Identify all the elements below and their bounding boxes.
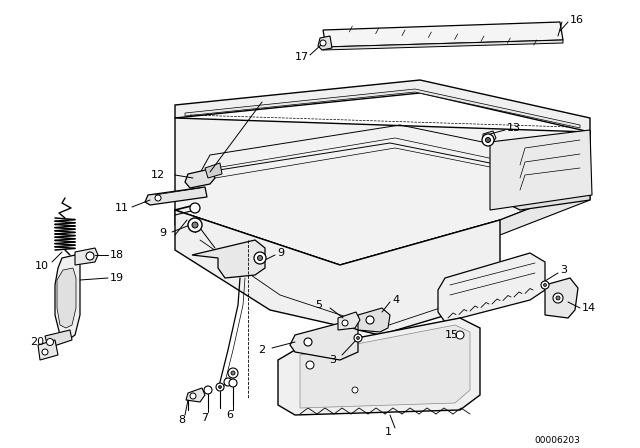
Text: 00006203: 00006203 [534, 435, 580, 444]
Circle shape [86, 252, 94, 260]
Circle shape [553, 293, 563, 303]
Polygon shape [55, 255, 80, 340]
Circle shape [224, 378, 232, 386]
Polygon shape [75, 248, 98, 265]
Polygon shape [175, 210, 500, 335]
Circle shape [228, 368, 238, 378]
Polygon shape [545, 278, 578, 318]
Text: 13: 13 [507, 123, 521, 133]
Circle shape [218, 385, 221, 388]
Circle shape [231, 371, 235, 375]
Circle shape [356, 336, 360, 340]
Text: 9: 9 [277, 248, 284, 258]
Polygon shape [490, 130, 592, 210]
Polygon shape [483, 131, 496, 145]
Text: 14: 14 [582, 303, 596, 313]
Polygon shape [57, 268, 76, 328]
Text: 17: 17 [295, 52, 309, 62]
Circle shape [190, 393, 196, 399]
Polygon shape [205, 163, 222, 178]
Circle shape [257, 255, 262, 260]
Polygon shape [175, 185, 590, 280]
Text: 15: 15 [445, 330, 459, 340]
Circle shape [320, 40, 326, 46]
Polygon shape [338, 312, 360, 330]
Circle shape [342, 320, 348, 326]
Text: 2: 2 [259, 345, 266, 355]
Polygon shape [185, 169, 215, 188]
Circle shape [304, 338, 312, 346]
Text: 12: 12 [151, 170, 165, 180]
Text: 18: 18 [110, 250, 124, 260]
Polygon shape [38, 340, 58, 360]
Polygon shape [45, 330, 72, 348]
Polygon shape [278, 318, 480, 415]
Polygon shape [175, 80, 590, 132]
Polygon shape [185, 89, 580, 128]
Circle shape [229, 379, 237, 387]
Polygon shape [290, 323, 358, 360]
Circle shape [204, 386, 212, 394]
Circle shape [47, 339, 54, 345]
Circle shape [482, 134, 494, 146]
Circle shape [354, 334, 362, 342]
Circle shape [486, 138, 490, 142]
Circle shape [42, 349, 48, 355]
Polygon shape [500, 132, 590, 210]
Circle shape [216, 383, 224, 391]
Polygon shape [438, 253, 545, 322]
Circle shape [543, 284, 547, 287]
Polygon shape [145, 187, 207, 205]
Text: 11: 11 [115, 203, 129, 213]
Polygon shape [318, 36, 332, 50]
Circle shape [556, 296, 560, 300]
Polygon shape [358, 308, 390, 332]
Circle shape [192, 222, 198, 228]
Circle shape [541, 281, 549, 289]
Text: 4: 4 [392, 295, 399, 305]
Text: 9: 9 [159, 228, 166, 238]
Circle shape [456, 331, 464, 339]
Text: 16: 16 [570, 15, 584, 25]
Circle shape [155, 195, 161, 201]
Text: 6: 6 [227, 410, 234, 420]
Circle shape [366, 316, 374, 324]
Circle shape [352, 387, 358, 393]
Circle shape [188, 218, 202, 232]
Polygon shape [186, 388, 205, 402]
Circle shape [254, 252, 266, 264]
Polygon shape [175, 118, 590, 265]
Text: 3: 3 [560, 265, 567, 275]
Circle shape [190, 203, 200, 213]
Text: 8: 8 [179, 415, 186, 425]
Text: 10: 10 [35, 261, 49, 271]
Circle shape [306, 361, 314, 369]
Text: 7: 7 [202, 413, 209, 423]
Text: 1: 1 [385, 427, 392, 437]
Text: 19: 19 [110, 273, 124, 283]
Polygon shape [323, 22, 563, 47]
Text: 20: 20 [30, 337, 44, 347]
Polygon shape [192, 240, 265, 278]
Text: 5: 5 [315, 300, 322, 310]
Polygon shape [300, 325, 470, 408]
Text: 3: 3 [330, 355, 337, 365]
Polygon shape [323, 40, 563, 50]
